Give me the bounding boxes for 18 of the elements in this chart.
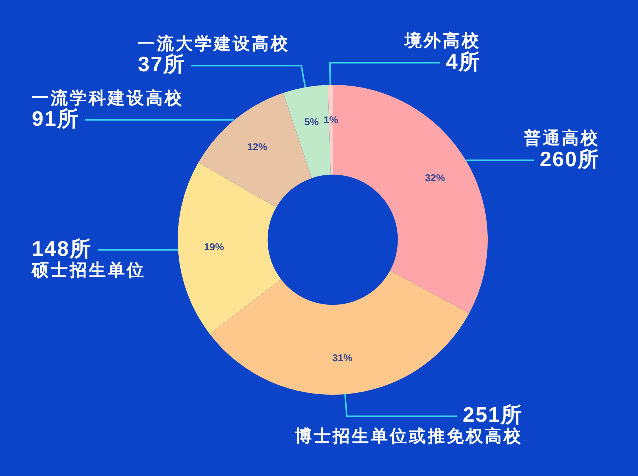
data-label: 91所	[32, 108, 80, 131]
text: 19%	[204, 242, 224, 254]
slice-label: 硕士招生单位	[31, 260, 146, 280]
data-label: 251所	[463, 404, 524, 428]
text: 1%	[324, 116, 338, 127]
data-label: 260所	[540, 148, 600, 172]
slice-label: 博士招生单位或推免权高校	[294, 427, 524, 446]
text: 12%	[247, 142, 268, 154]
slice-label: 一流学科建设高校	[32, 88, 184, 108]
slice-label: 普通高校	[523, 128, 600, 148]
slice-label: 一流大学建设高校	[138, 34, 290, 54]
data-label: 37所	[138, 54, 186, 77]
data-label: 148所	[32, 238, 92, 261]
text: 5%	[304, 118, 320, 129]
slice-label: 境外高校	[404, 32, 481, 51]
text: 31%	[332, 353, 352, 364]
text: 32%	[425, 174, 446, 185]
data-label: 4所	[446, 50, 481, 74]
